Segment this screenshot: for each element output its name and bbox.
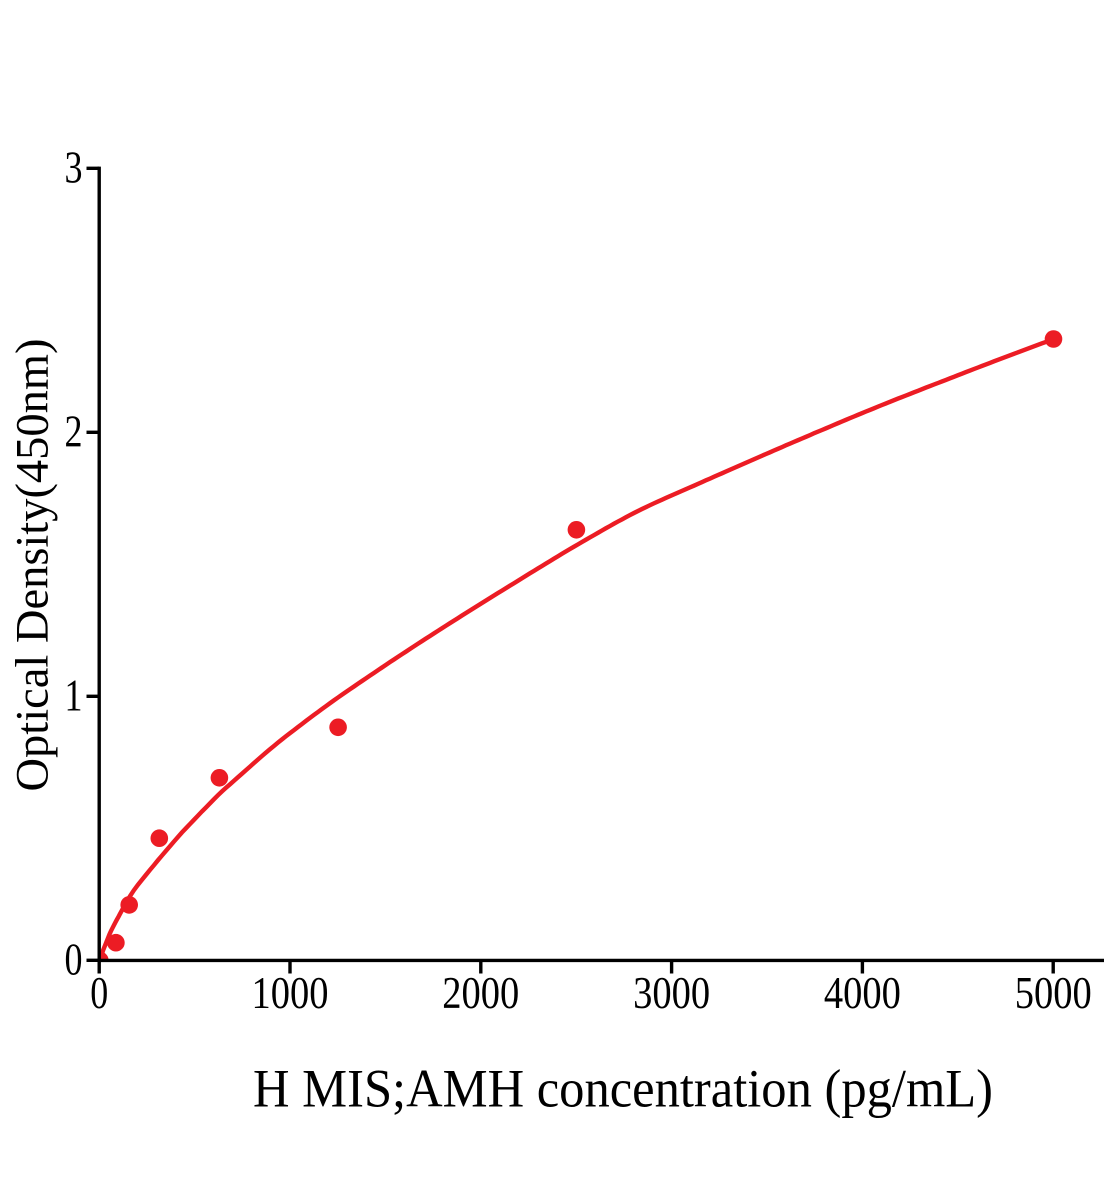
- svg-text:H MIS;AMH concentration (pg/mL: H MIS;AMH concentration (pg/mL): [253, 1058, 993, 1118]
- svg-text:2000: 2000: [442, 968, 519, 1018]
- svg-text:5000: 5000: [1015, 968, 1092, 1018]
- svg-text:0: 0: [90, 968, 108, 1018]
- svg-text:1000: 1000: [252, 968, 329, 1018]
- svg-text:Optical Density(450nm): Optical Density(450nm): [8, 339, 59, 792]
- svg-text:4000: 4000: [824, 968, 901, 1018]
- svg-text:0: 0: [65, 935, 83, 985]
- svg-text:2: 2: [65, 407, 83, 457]
- svg-text:3000: 3000: [633, 968, 710, 1018]
- svg-text:3: 3: [65, 143, 83, 193]
- svg-text:1: 1: [65, 671, 83, 721]
